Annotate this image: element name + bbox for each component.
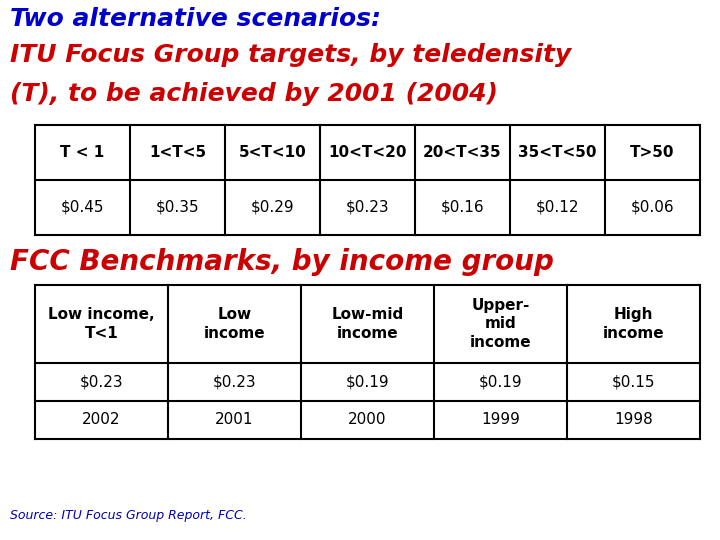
- Text: $0.19: $0.19: [479, 375, 522, 389]
- Text: $0.23: $0.23: [346, 200, 390, 215]
- Text: (T), to be achieved by 2001 (2004): (T), to be achieved by 2001 (2004): [10, 82, 498, 106]
- Text: 2000: 2000: [348, 413, 387, 428]
- Text: Low income,
T<1: Low income, T<1: [48, 307, 155, 341]
- Text: $0.16: $0.16: [441, 200, 485, 215]
- Text: 1998: 1998: [614, 413, 653, 428]
- Text: 1999: 1999: [481, 413, 520, 428]
- Text: T>50: T>50: [630, 145, 675, 160]
- Text: FCC Benchmarks, by income group: FCC Benchmarks, by income group: [10, 248, 554, 276]
- Text: $0.23: $0.23: [212, 375, 256, 389]
- Text: 5<T<10: 5<T<10: [238, 145, 307, 160]
- Text: Upper-
mid
income: Upper- mid income: [469, 298, 531, 350]
- Text: Two alternative scenarios:: Two alternative scenarios:: [10, 7, 381, 31]
- Text: $0.15: $0.15: [612, 375, 655, 389]
- Text: $0.12: $0.12: [536, 200, 580, 215]
- Text: $0.19: $0.19: [346, 375, 390, 389]
- Text: 35<T<50: 35<T<50: [518, 145, 597, 160]
- Text: Source: ITU Focus Group Report, FCC.: Source: ITU Focus Group Report, FCC.: [10, 509, 247, 522]
- Text: $0.23: $0.23: [80, 375, 123, 389]
- Text: High
income: High income: [603, 307, 665, 341]
- Text: Low
income: Low income: [204, 307, 265, 341]
- Text: $0.35: $0.35: [156, 200, 199, 215]
- Text: $0.06: $0.06: [631, 200, 675, 215]
- Text: ITU Focus Group targets, by teledensity: ITU Focus Group targets, by teledensity: [10, 43, 571, 67]
- Text: Low-mid
income: Low-mid income: [331, 307, 404, 341]
- Text: 20<T<35: 20<T<35: [423, 145, 502, 160]
- Text: 2001: 2001: [215, 413, 253, 428]
- Text: $0.29: $0.29: [251, 200, 294, 215]
- Text: 10<T<20: 10<T<20: [328, 145, 407, 160]
- Text: 2002: 2002: [82, 413, 121, 428]
- Text: T < 1: T < 1: [60, 145, 104, 160]
- Text: 1<T<5: 1<T<5: [149, 145, 206, 160]
- Text: $0.45: $0.45: [60, 200, 104, 215]
